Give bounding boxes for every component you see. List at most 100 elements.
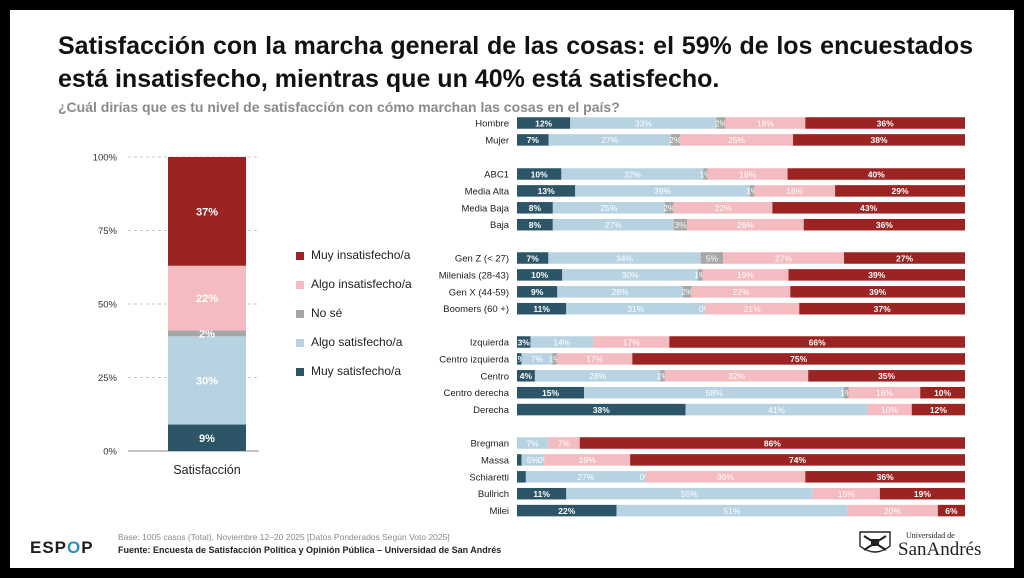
bar-segment-no-se <box>673 218 688 231</box>
y-tick-label: 50% <box>98 300 118 311</box>
row-label-abc1: ABC1 <box>484 170 509 181</box>
bar-data-label: 37% <box>874 304 891 314</box>
bar-data-label: 18% <box>786 186 803 196</box>
university-logo: Universidad de SanAndrés <box>858 528 1003 560</box>
column-segment-muy-insatisfecho-a <box>168 157 246 266</box>
bar-data-label: 10% <box>531 270 548 280</box>
bar-data-label: 2% <box>681 287 694 297</box>
bar-data-label: 74% <box>789 455 806 465</box>
bar-data-label: 6% <box>945 506 958 516</box>
bar-segment-muy-insatisfecho-a <box>808 370 965 382</box>
bar-segment-muy-satisfecho-a <box>517 336 531 348</box>
row-label-bregman: Bregman <box>470 439 509 450</box>
bar-segment-muy-insatisfecho-a <box>937 504 965 517</box>
y-tick-label: 75% <box>98 226 118 237</box>
bar-data-label: 39% <box>868 270 885 280</box>
legend-label: No sé <box>311 306 343 320</box>
slide: Satisfacción con la marcha general de la… <box>10 10 1014 568</box>
bar-segment-no-se <box>700 252 724 264</box>
bar-data-label: 34% <box>616 253 633 263</box>
bar-segment-algo-insatisfecho-a <box>593 336 670 348</box>
row-label-gen-z-27: Gen Z (< 27) <box>455 254 509 265</box>
bar-data-label: 32% <box>728 371 745 381</box>
bar-data-label: 25% <box>600 203 617 213</box>
bar-data-label: 3% <box>674 220 687 230</box>
bar-segment-algo-insatisfecho-a <box>848 386 921 399</box>
bar-data-label: 5% <box>706 253 719 263</box>
column-data-label: 30% <box>196 375 218 387</box>
bar-segment-muy-insatisfecho-a <box>579 437 965 449</box>
bar-data-label: 10% <box>531 169 548 179</box>
bar-segment-muy-insatisfecho-a <box>920 386 965 399</box>
row-label-centro: Centro <box>480 371 509 382</box>
bar-data-label: 2% <box>715 118 728 128</box>
bar-data-label: 39% <box>654 186 671 196</box>
base-note: Base: 1005 casos (Total), Noviembre 12–2… <box>118 532 450 542</box>
bar-segment-algo-insatisfecho-a <box>691 286 791 298</box>
bar-segment-algo-satisfecho-a <box>566 487 813 500</box>
row-label-centro-izquierda: Centro izquierda <box>439 354 509 365</box>
bar-segment-no-se <box>698 269 703 281</box>
bar-segment-no-se <box>552 353 557 365</box>
bar-segment-no-se <box>844 386 849 399</box>
bar-data-label: 17% <box>623 337 640 347</box>
charts-canvas: 0% 25% 50% 75% 100% 9% 30% 2% 22% 37% Satisfacción… <box>93 117 965 517</box>
bar-segment-muy-satisfecho-a <box>517 269 563 281</box>
bar-segment-muy-insatisfecho-a <box>805 117 965 129</box>
university-crest-icon <box>859 531 891 553</box>
bar-data-label: 15% <box>542 388 559 398</box>
bar-segment-algo-satisfecho-a <box>584 386 845 399</box>
bar-data-label: 1% <box>656 371 669 381</box>
legend-label: Algo satisfecho/a <box>311 335 403 349</box>
row-label-derecha: Derecha <box>473 405 510 416</box>
bar-data-label: 29% <box>892 186 909 196</box>
column-segment-algo-satisfecho-a <box>168 336 246 425</box>
legend-swatch <box>296 310 304 318</box>
bar-data-label: 1% <box>699 169 712 179</box>
bar-data-label: 17% <box>586 354 603 364</box>
bar-segment-algo-insatisfecho-a <box>812 487 880 500</box>
bar-data-label: 12% <box>930 405 947 415</box>
column-data-label: 22% <box>196 293 218 305</box>
bar-data-label: 18% <box>757 118 774 128</box>
bar-segment-muy-satisfecho-a <box>517 353 522 365</box>
bar-segment-muy-satisfecho-a <box>517 504 617 517</box>
y-tick-label: 100% <box>93 153 118 164</box>
bar-data-label: 28% <box>589 371 606 381</box>
bar-data-label: 1% <box>513 354 526 364</box>
bar-segment-algo-satisfecho-a <box>616 504 848 517</box>
bar-data-label: 51% <box>723 506 740 516</box>
bar-data-label: 19% <box>579 455 596 465</box>
bar-data-label: 10% <box>934 388 951 398</box>
bar-segment-muy-satisfecho-a <box>517 302 567 315</box>
bar-segment-no-se <box>716 117 726 129</box>
bar-segment-algo-satisfecho-a <box>517 437 549 449</box>
bar-segment-muy-insatisfecho-a <box>799 302 965 315</box>
bar-data-label: 36% <box>877 472 894 482</box>
slide-title: Satisfacción con la marcha general de la… <box>58 32 973 93</box>
bar-data-label: 7% <box>527 135 540 145</box>
bar-segment-algo-satisfecho-a <box>530 336 594 348</box>
bar-data-label: 36% <box>876 220 893 230</box>
bar-data-label: 43% <box>860 203 877 213</box>
bar-segment-muy-insatisfecho-a <box>630 454 965 466</box>
bar-segment-algo-satisfecho-a <box>521 454 545 466</box>
bar-data-label: 26% <box>737 220 754 230</box>
bar-data-label: 12% <box>535 118 552 128</box>
bar-data-label: 8% <box>529 220 542 230</box>
bar-segment-muy-insatisfecho-a <box>772 202 965 214</box>
bar-segment-algo-satisfecho-a <box>521 353 553 365</box>
column-segment-muy-satisfecho-a <box>168 424 246 451</box>
bar-data-label: 4% <box>520 371 533 381</box>
bar-data-label: 19% <box>914 489 931 499</box>
row-label-centro-derecha: Centro derecha <box>444 388 510 399</box>
bar-segment-muy-satisfecho-a <box>517 286 558 298</box>
bar-segment-algo-satisfecho-a <box>548 134 671 146</box>
bar-segment-muy-insatisfecho-a <box>835 185 965 197</box>
bar-segment-muy-insatisfecho-a <box>844 252 965 264</box>
bar-segment-no-se <box>660 370 665 382</box>
bar-segment-muy-insatisfecho-a <box>669 336 965 348</box>
bar-segment-algo-insatisfecho-a <box>556 353 633 365</box>
bar-segment-muy-insatisfecho-a <box>879 487 965 500</box>
bar-data-label: 40% <box>868 169 885 179</box>
